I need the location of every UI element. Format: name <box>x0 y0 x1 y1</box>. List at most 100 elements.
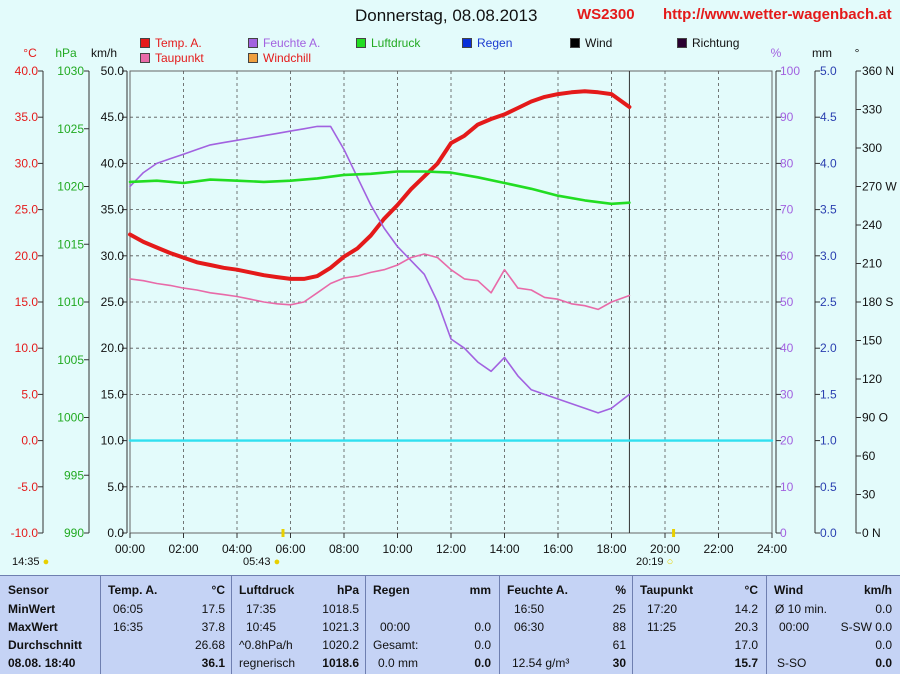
left-time-text: 14:35 <box>12 556 40 568</box>
wind-tick-label: 20.0 <box>101 341 125 355</box>
row-label-current: 08.08. 18:40 <box>8 656 76 670</box>
pressure-tick-label: 1005 <box>57 353 84 367</box>
pressure-current: 1018.6 <box>322 656 359 670</box>
weather-chart: °C hPa km/h% mm ° 00:00 02:00 04:00 06:00 08:00 1… <box>11 46 898 556</box>
wind-tick-label: 35.0 <box>101 203 125 217</box>
legend-swatch-dewpoint <box>140 53 150 63</box>
direction-tick-label: 330 <box>862 103 882 117</box>
pressure-tick-label: 1030 <box>57 64 84 78</box>
series-luftdruck <box>128 170 631 206</box>
direction-tick-label: 180 S <box>862 295 893 309</box>
wind-unit: km/h <box>863 583 892 597</box>
rain-header: Regen <box>373 583 410 597</box>
pressure-tick-label: 1000 <box>57 411 84 425</box>
x-tick-label: 04:00 <box>222 542 252 556</box>
temp-current: 36.1 <box>201 656 225 670</box>
humidity-avg: 61 <box>612 638 626 652</box>
rain-current: 0.0 <box>474 656 491 670</box>
col-humidity: Feuchte A. % 16:50 25 06:30 88 61 12.54 … <box>499 576 632 674</box>
rain-current-label: 0.0 mm <box>378 656 419 670</box>
humidity-tick-label: 40 <box>780 341 794 355</box>
wind-tick-label: 5.0 <box>107 480 124 494</box>
temp-tick-label: 5.0 <box>21 387 38 401</box>
rain-row2-time: 00:00 <box>380 620 411 634</box>
legend-direction: Richtung <box>677 36 739 50</box>
temp-header: Temp. A. <box>108 583 158 597</box>
direction-tick-label: 0 N <box>862 526 881 540</box>
legend-temp: Temp. A. <box>140 36 202 50</box>
pressure-avg: 1020.2 <box>322 638 359 652</box>
dewpoint-max: 20.3 <box>734 620 758 634</box>
wind-tick-label: 25.0 <box>101 295 125 309</box>
col-temp: Temp. A. °C 06:05 17.5 16:35 37.8 26.68 … <box>100 576 231 674</box>
rain-tick-label: 5.0 <box>820 64 837 78</box>
legend-label-pressure: Luftdruck <box>371 36 421 50</box>
series-feuchte-a <box>129 125 631 414</box>
temp-max: 37.8 <box>201 620 225 634</box>
wind-row1-label: Ø 10 min. <box>775 602 828 616</box>
sunrise-text: 05:43 <box>243 556 271 568</box>
temp-avg: 26.68 <box>194 638 225 652</box>
x-tick-label: 14:00 <box>489 542 519 556</box>
dewpoint-unit: °C <box>744 583 758 597</box>
direction-tick-label: 60 <box>862 449 876 463</box>
legend-swatch-temp <box>140 38 150 48</box>
pressure-trend: ^0.8hPa/h <box>239 638 293 652</box>
sensor-header: Sensor <box>8 583 49 597</box>
legend-windchill: Windchill <box>248 51 311 65</box>
legend-swatch-rain <box>462 38 472 48</box>
wind-row2-time: 00:00 <box>779 620 810 634</box>
x-tick-label: 18:00 <box>596 542 626 556</box>
direction-tick-label: 210 <box>862 257 882 271</box>
direction-tick-label: 90 O <box>862 411 888 425</box>
website-link[interactable]: http://www.wetter-wagenbach.at <box>663 6 892 23</box>
humidity-max-time: 06:30 <box>514 620 545 634</box>
wind-current: 0.0 <box>875 656 892 670</box>
humidity-max: 88 <box>612 620 626 634</box>
temp-tick-label: 10.0 <box>15 341 39 355</box>
direction-unit-label: ° <box>855 46 860 60</box>
pressure-unit: hPa <box>336 583 359 597</box>
sun-icon-left: ● <box>42 556 50 568</box>
humidity-tick-label: 30 <box>780 387 794 401</box>
pressure-min: 1018.5 <box>322 602 359 616</box>
direction-tick-label: 120 <box>862 372 882 386</box>
wind-tick-label: 0.0 <box>107 526 124 540</box>
legend-dewpoint: Taupunkt <box>140 51 204 65</box>
row-label-avg: Durchschnitt <box>8 638 83 652</box>
humidity-tick-label: 100 <box>780 64 800 78</box>
dewpoint-header: Taupunkt <box>640 583 694 597</box>
direction-tick-label: 300 <box>862 141 882 155</box>
legend-humidity: Feuchte A. <box>248 36 320 50</box>
humidity-min-time: 16:50 <box>514 602 545 616</box>
pressure-tick-label: 995 <box>64 468 84 482</box>
x-tick-label: 12:00 <box>436 542 466 556</box>
temp-tick-label: -5.0 <box>17 480 38 494</box>
humidity-tick-label: 0 <box>780 526 787 540</box>
wind-header: Wind <box>774 583 804 597</box>
x-tick-label: 08:00 <box>329 542 359 556</box>
rain-tick-label: 4.0 <box>820 156 837 170</box>
direction-tick-label: 240 <box>862 218 882 232</box>
legend-label-wind: Wind <box>585 36 613 50</box>
x-tick-label: 02:00 <box>168 542 198 556</box>
pressure-min-time: 17:35 <box>246 602 277 616</box>
series-temp-a <box>128 89 632 281</box>
rain-total-label: Gesamt: <box>373 638 419 652</box>
pressure-tick-label: 1020 <box>57 180 84 194</box>
legend-label-windchill: Windchill <box>263 51 312 65</box>
legend-label-temp: Temp. A. <box>155 36 202 50</box>
legend-swatch-pressure <box>356 38 366 48</box>
sunset-text: 20:19 <box>636 556 664 568</box>
wind-tick-label: 40.0 <box>101 156 125 170</box>
rain-tick-label: 2.0 <box>820 341 837 355</box>
legend-swatch-direction <box>677 38 687 48</box>
legend-label-humidity: Feuchte A. <box>263 36 321 50</box>
temp-tick-label: 20.0 <box>15 249 39 263</box>
pressure-tick-label: 990 <box>64 526 84 540</box>
sunset-label: 20:19 ○ <box>636 556 673 568</box>
pressure-unit-label: hPa <box>55 46 77 60</box>
humidity-tick-label: 20 <box>780 434 794 448</box>
x-tick-label: 06:00 <box>275 542 305 556</box>
direction-tick-label: 270 W <box>862 180 897 194</box>
